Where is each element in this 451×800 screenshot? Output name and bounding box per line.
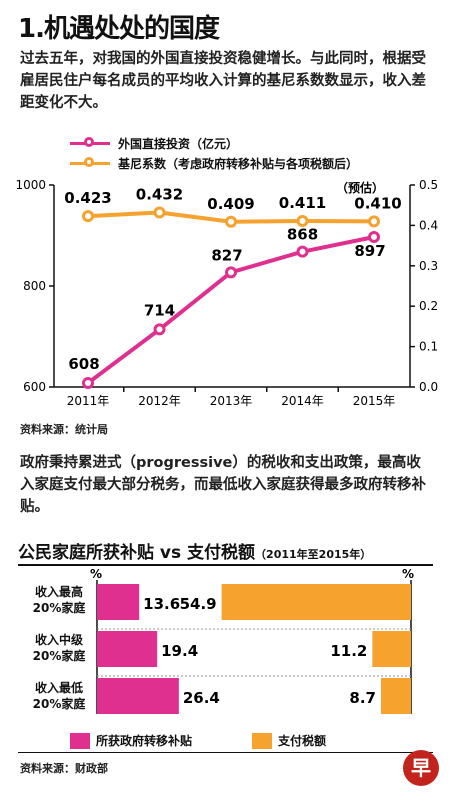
x-tick-label: 2012年: [138, 394, 181, 408]
gini-data-label: 0.411: [279, 194, 326, 212]
fdi-point: [153, 323, 166, 336]
left-tick-label: 1000: [15, 178, 46, 192]
bar-chart-rule-top: [18, 564, 433, 566]
line-chart-legend: 外国直接投资（亿元） 基尼系数（考虑政府转移补贴与各项税额后）: [70, 133, 358, 173]
gini-data-label: 0.410: [354, 194, 401, 212]
subsidy-bar: [97, 631, 158, 667]
fdi-data-label: 714: [144, 301, 175, 319]
x-tick-label: 2011年: [67, 394, 110, 408]
subsidy-bar: [97, 678, 179, 714]
bar-chart-title-main: 公民家庭所获补贴 vs 支付税额: [18, 543, 256, 563]
subsidy-value-label: 19.4: [161, 642, 198, 660]
gini-point: [82, 210, 94, 223]
category-label-top20: 收入最高 20%家庭: [32, 585, 86, 615]
left-tick-label: 600: [23, 380, 46, 394]
legend-label-fdi: 外国直接投资（亿元）: [118, 136, 239, 151]
tax-bar: [380, 678, 411, 714]
right-tick-label: 0.2: [419, 299, 438, 313]
legend-swatch-fdi: [70, 136, 110, 147]
gini-point: [225, 215, 237, 228]
legend-label-tax: 支付税额: [278, 734, 327, 748]
x-tick-label: 2015年: [353, 394, 396, 408]
source-note-2: 资料来源：财政部: [20, 762, 108, 775]
estimate-annotation: （预估）: [336, 180, 384, 195]
intro-paragraph: 过去五年，对我国的外国直接投资稳健增长。与此同时，根据受雇居民住户每名成员的平均…: [20, 51, 426, 111]
subsidy-bar: [97, 584, 140, 620]
gini-point: [296, 214, 309, 227]
legend-swatch-subsidy: [70, 732, 90, 749]
bar-chart: 13.6 54.9 19.4 11.2 26.4 8.7 % %: [90, 568, 414, 714]
legend-swatch-tax: [252, 732, 273, 749]
right-tick-label: 0.1: [419, 340, 438, 354]
legend-item-gini: 基尼系数（考虑政府转移补贴与各项税额后）: [70, 153, 358, 173]
unit-label-right: %: [402, 568, 414, 581]
legend-item-fdi: 外国直接投资（亿元）: [70, 133, 358, 153]
gini-data-label: 0.423: [64, 189, 111, 207]
unit-label-left: %: [90, 568, 102, 581]
legend-label-gini: 基尼系数（考虑政府转移补贴与各项税额后）: [118, 156, 359, 171]
x-tick-label: 2013年: [210, 394, 253, 408]
gini-data-label: 0.432: [136, 185, 183, 203]
right-tick-label: 0.5: [419, 178, 438, 192]
subsidy-value-label: 26.4: [183, 689, 220, 707]
right-tick-label: 0.3: [419, 259, 438, 273]
gini-point: [153, 206, 166, 219]
bar-chart-rule-bottom: [18, 752, 433, 753]
page-title: 1.机遇处处的国度: [18, 14, 220, 44]
left-tick-label: 800: [23, 279, 46, 293]
fdi-data-label: 827: [211, 246, 242, 264]
policy-paragraph: 政府秉持累进式（progressive）的税收和支出政策，最高收入家庭支付最大部…: [20, 455, 426, 515]
source-note-1: 资料来源：统计局: [20, 423, 108, 436]
x-tick-label: 2014年: [281, 394, 324, 408]
fdi-data-label: 608: [68, 355, 99, 373]
bar-chart-subtitle: （2011年至2015年）: [255, 548, 372, 561]
line-chart: 600 800 1000 0.0 0.1 0.2 0.3 0.4 0.5 2011年 2012年 20…: [15, 178, 438, 408]
fdi-point: [296, 245, 309, 258]
zaobao-logo: 早: [403, 750, 439, 786]
tax-value-label: 54.9: [180, 595, 217, 613]
fdi-point: [82, 376, 94, 389]
legend-swatch-gini: [70, 156, 110, 167]
bar-chart-title: 公民家庭所获补贴 vs 支付税额（2011年至2015年）: [18, 538, 371, 563]
right-tick-label: 0.4: [419, 218, 438, 232]
bar-chart-legend: 所获政府转移补贴 支付税额: [70, 732, 326, 749]
gini-data-label: 0.409: [207, 195, 254, 213]
fdi-data-label: 897: [354, 242, 385, 260]
tax-bar: [372, 631, 411, 667]
tax-value-label: 8.7: [349, 689, 376, 707]
fdi-data-label: 868: [287, 226, 318, 244]
tax-value-label: 11.2: [330, 642, 367, 660]
subsidy-value-label: 13.6: [143, 595, 180, 613]
gini-point: [368, 215, 380, 228]
right-tick-label: 0.0: [419, 380, 438, 394]
category-label-mid20: 收入中级 20%家庭: [32, 633, 86, 663]
fdi-point: [225, 266, 237, 279]
legend-label-subsidy: 所获政府转移补贴: [96, 734, 193, 748]
tax-bar: [221, 584, 411, 620]
fdi-point: [368, 231, 380, 244]
category-label-bottom20: 收入最低 20%家庭: [32, 681, 86, 711]
